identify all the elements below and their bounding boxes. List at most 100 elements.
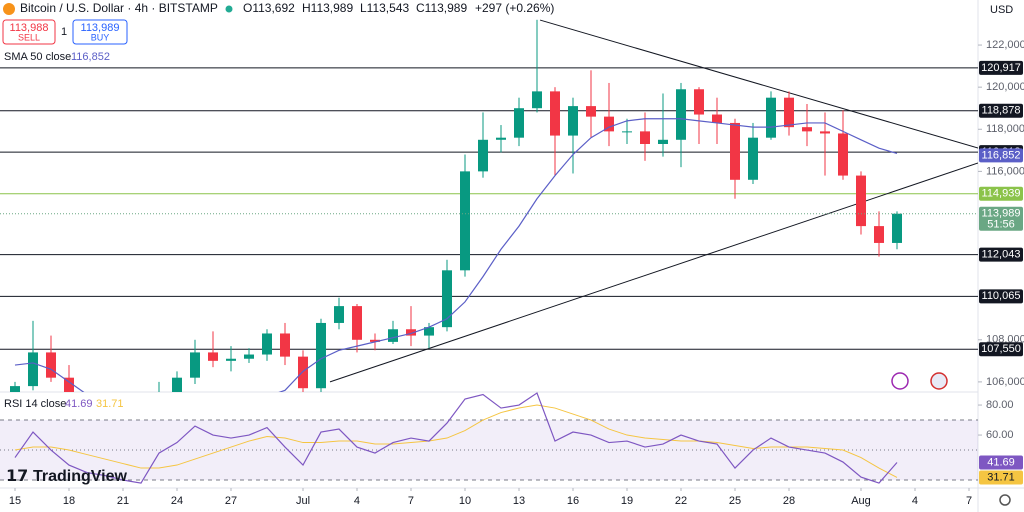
level-label-bg	[979, 342, 1023, 357]
trendline	[329, 162, 978, 383]
rsi-ma-axis-label: 31.71	[987, 471, 1015, 483]
rsi-axis-label: 41.69	[987, 456, 1015, 468]
level-label: 112,043	[982, 249, 1021, 261]
candle-body	[549, 91, 560, 136]
rsi-ma-axis-label-bg	[979, 470, 1023, 485]
level-label: 107,550	[981, 343, 1021, 355]
candle-body	[495, 137, 506, 140]
sell-label: SELL	[18, 32, 40, 42]
x-tick-label: 24	[171, 495, 183, 507]
candle-body	[405, 329, 416, 336]
rsi-legend: RSI 14 close	[4, 398, 66, 410]
candle-body	[315, 322, 326, 389]
candle-body	[9, 386, 20, 392]
x-tick-label: 7	[408, 495, 414, 507]
candle-body	[63, 377, 74, 392]
candle-body	[171, 377, 182, 392]
ohlc-change: +297 (+0.26%)	[475, 1, 554, 15]
candle-body	[747, 137, 758, 180]
candle-body	[279, 333, 290, 357]
x-tick-label: 22	[675, 495, 687, 507]
buy-button[interactable]	[72, 19, 128, 45]
candle-body	[441, 270, 452, 328]
rsi-tick-label: 80.00	[986, 399, 1014, 411]
rsi-pane	[0, 392, 978, 484]
rsi-ma-line	[14, 404, 898, 478]
rsi-legend-ma: 31.71	[96, 398, 124, 410]
x-tick-label: Jul	[296, 495, 310, 507]
candle-body	[207, 352, 218, 361]
logo-mark: 𝟭𝟳	[6, 468, 28, 485]
ohlc-open: O113,692	[243, 1, 295, 15]
buy-price: 113,989	[81, 22, 120, 34]
level-label: 114,939	[982, 188, 1021, 200]
logo: TradingView	[33, 468, 128, 485]
last-price-bg	[979, 206, 1023, 231]
candle-body	[585, 106, 596, 117]
last-price-label: 113,989	[982, 208, 1021, 220]
price-pane	[0, 19, 978, 392]
candle-body	[729, 122, 740, 180]
level-label: 120,917	[981, 62, 1021, 74]
candle-body	[765, 97, 776, 138]
coin-icon	[3, 3, 15, 15]
candle-body	[855, 175, 866, 227]
candle-body	[567, 106, 578, 136]
symbol-title: Bitcoin / U.S. Dollar · 4h · BITSTAMP	[20, 1, 218, 15]
candle-body	[297, 356, 308, 389]
sell-button[interactable]	[2, 19, 56, 45]
candle-body	[351, 306, 362, 340]
candle-body	[333, 306, 344, 323]
icon-button[interactable]	[930, 372, 948, 390]
sma-axis-label-bg	[979, 148, 1023, 163]
market-status	[225, 5, 233, 13]
y-tick-label: 116,000	[986, 165, 1024, 177]
x-tick-label: 19	[621, 495, 633, 507]
candle-body	[225, 358, 236, 361]
level-label-bg	[979, 247, 1023, 262]
icon-button[interactable]	[891, 372, 909, 390]
sma-axis-label: 116,852	[982, 149, 1021, 161]
candle-body	[693, 89, 704, 115]
rsi-line	[14, 392, 898, 484]
candle-body	[639, 131, 650, 144]
rsi-axis-label-bg	[979, 455, 1023, 470]
x-tick-label: 10	[459, 495, 471, 507]
candle-body	[783, 97, 794, 128]
sell-price: 113,988	[10, 22, 49, 34]
candle-body	[27, 352, 38, 387]
x-tick-label: Aug	[851, 495, 871, 507]
candle-body	[369, 339, 380, 342]
x-tick-label: 16	[567, 495, 579, 507]
sma-legend-value: 116,852	[71, 51, 110, 63]
candle-body	[837, 133, 848, 176]
x-tick-label: 25	[729, 495, 741, 507]
candle-body	[45, 352, 56, 378]
x-tick-label: 21	[117, 495, 129, 507]
level-label: 110,065	[982, 290, 1021, 302]
candle-body	[873, 226, 884, 243]
level-label-bg	[979, 186, 1023, 201]
candle-body	[603, 116, 614, 132]
x-tick-label: 27	[225, 495, 237, 507]
rsi-legend-value: 41.69	[65, 398, 93, 410]
candle-body	[621, 131, 632, 133]
settings-button[interactable]	[999, 494, 1011, 506]
candle-body	[423, 327, 434, 336]
y-tick-label: 120,000	[986, 81, 1024, 93]
x-tick-label: 7	[966, 495, 972, 507]
candle-body	[243, 354, 254, 359]
level-label-bg	[979, 289, 1023, 304]
candle-body	[801, 127, 812, 132]
x-tick-label: 28	[783, 495, 795, 507]
candle-body	[261, 333, 272, 355]
x-tick-label: 18	[63, 495, 75, 507]
candle-body	[891, 213, 902, 243]
level-label: 118,878	[982, 105, 1021, 117]
ohlc-low: L113,543	[360, 1, 409, 15]
candle-body	[657, 139, 668, 144]
candle-body	[477, 139, 488, 172]
sma-legend: SMA 50 close	[4, 51, 71, 63]
